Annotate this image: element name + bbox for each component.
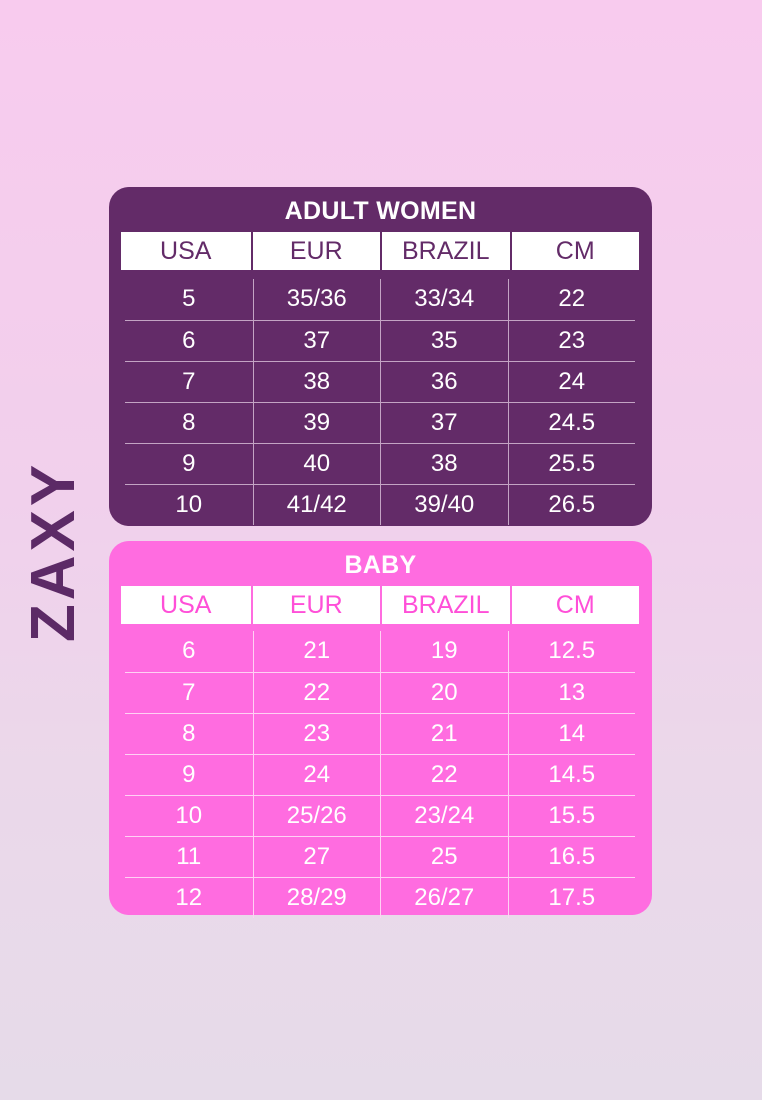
table-row: 5 35/36 33/34 22 — [125, 279, 635, 320]
cell-cm: 16.5 — [507, 837, 636, 877]
cell-usa: 7 — [182, 679, 196, 706]
column-header-eur: EUR — [250, 232, 380, 270]
cell-cm: 12.5 — [507, 631, 636, 672]
table-row: 8 39 37 24.5 — [125, 402, 635, 443]
cell-usa: 10 — [175, 802, 203, 829]
adult-women-size-table: ADULT WOMEN USA EUR BRAZIL CM 5 35/36 33… — [109, 187, 652, 526]
cell-cm: 24 — [507, 362, 636, 402]
cell-usa: 9 — [182, 761, 196, 788]
column-header-eur: EUR — [250, 586, 380, 624]
cell-usa: 8 — [182, 720, 196, 747]
cell-cm: 14.5 — [507, 755, 636, 795]
table-row: 6 37 35 23 — [125, 320, 635, 361]
cell-eur: 22 — [252, 673, 381, 713]
cell-brazil: 35 — [380, 321, 508, 361]
column-header-brazil: BRAZIL — [380, 586, 510, 624]
table-title: ADULT WOMEN — [284, 197, 477, 225]
cell-brazil: 21 — [380, 714, 508, 754]
column-header-usa: USA — [121, 586, 251, 624]
cell-cm: 26.5 — [507, 485, 636, 525]
cell-eur: 28/29 — [252, 878, 381, 918]
cell-cm: 13 — [507, 673, 636, 713]
column-header-cm: CM — [509, 232, 639, 270]
cell-cm: 24.5 — [507, 403, 636, 443]
cell-brazil: 26/27 — [380, 878, 508, 918]
cell-usa: 9 — [182, 450, 196, 477]
table-row: 7 38 36 24 — [125, 361, 635, 402]
cell-usa: 5 — [182, 285, 196, 312]
cell-brazil: 22 — [380, 755, 508, 795]
cell-usa: 6 — [182, 637, 196, 664]
cell-eur: 24 — [252, 755, 381, 795]
column-header-brazil: BRAZIL — [380, 232, 510, 270]
cell-eur: 35/36 — [252, 279, 381, 320]
cell-cm: 22 — [507, 279, 636, 320]
table-row: 9 40 38 25.5 — [125, 443, 635, 484]
baby-size-table: BABY USA EUR BRAZIL CM 6 21 19 12.5 7 22… — [109, 541, 652, 918]
column-header-cm: CM — [509, 586, 639, 624]
cell-brazil: 33/34 — [380, 279, 508, 320]
table-row: 8 23 21 14 — [125, 713, 635, 754]
cell-brazil: 20 — [380, 673, 508, 713]
header-row: USA EUR BRAZIL CM — [121, 586, 639, 624]
table-title: BABY — [344, 551, 417, 579]
cell-brazil: 37 — [380, 403, 508, 443]
cell-cm: 17.5 — [507, 878, 636, 918]
column-header-usa: USA — [121, 232, 251, 270]
table-row: 12 28/29 26/27 17.5 — [125, 877, 635, 918]
cell-cm: 25.5 — [507, 444, 636, 484]
cell-usa: 6 — [182, 327, 196, 354]
table-row: 6 21 19 12.5 — [125, 631, 635, 672]
cell-cm: 23 — [507, 321, 636, 361]
cell-eur: 25/26 — [252, 796, 381, 836]
cell-eur: 21 — [252, 631, 381, 672]
cell-brazil: 39/40 — [380, 485, 508, 525]
table-body: 6 21 19 12.5 7 22 20 13 8 23 21 14 9 24 … — [125, 631, 635, 918]
cell-usa: 8 — [182, 409, 196, 436]
cell-eur: 38 — [252, 362, 381, 402]
cell-brazil: 25 — [380, 837, 508, 877]
table-row: 10 25/26 23/24 15.5 — [125, 795, 635, 836]
brand-logo: ZAXY — [20, 460, 89, 641]
cell-cm: 14 — [507, 714, 636, 754]
table-row: 10 41/42 39/40 26.5 — [125, 484, 635, 525]
table-body: 5 35/36 33/34 22 6 37 35 23 7 38 36 24 8… — [125, 279, 635, 525]
cell-eur: 27 — [252, 837, 381, 877]
brand-name: ZAXY — [19, 460, 89, 642]
cell-usa: 10 — [175, 491, 203, 518]
cell-brazil: 19 — [380, 631, 508, 672]
table-row: 7 22 20 13 — [125, 672, 635, 713]
cell-eur: 39 — [252, 403, 381, 443]
table-row: 11 27 25 16.5 — [125, 836, 635, 877]
cell-eur: 40 — [252, 444, 381, 484]
cell-usa: 12 — [175, 884, 203, 911]
cell-eur: 23 — [252, 714, 381, 754]
cell-brazil: 36 — [380, 362, 508, 402]
cell-eur: 41/42 — [252, 485, 381, 525]
header-row: USA EUR BRAZIL CM — [121, 232, 639, 270]
cell-eur: 37 — [252, 321, 381, 361]
cell-brazil: 23/24 — [380, 796, 508, 836]
cell-usa: 11 — [176, 843, 202, 870]
cell-usa: 7 — [182, 368, 196, 395]
cell-cm: 15.5 — [507, 796, 636, 836]
cell-brazil: 38 — [380, 444, 508, 484]
table-row: 9 24 22 14.5 — [125, 754, 635, 795]
